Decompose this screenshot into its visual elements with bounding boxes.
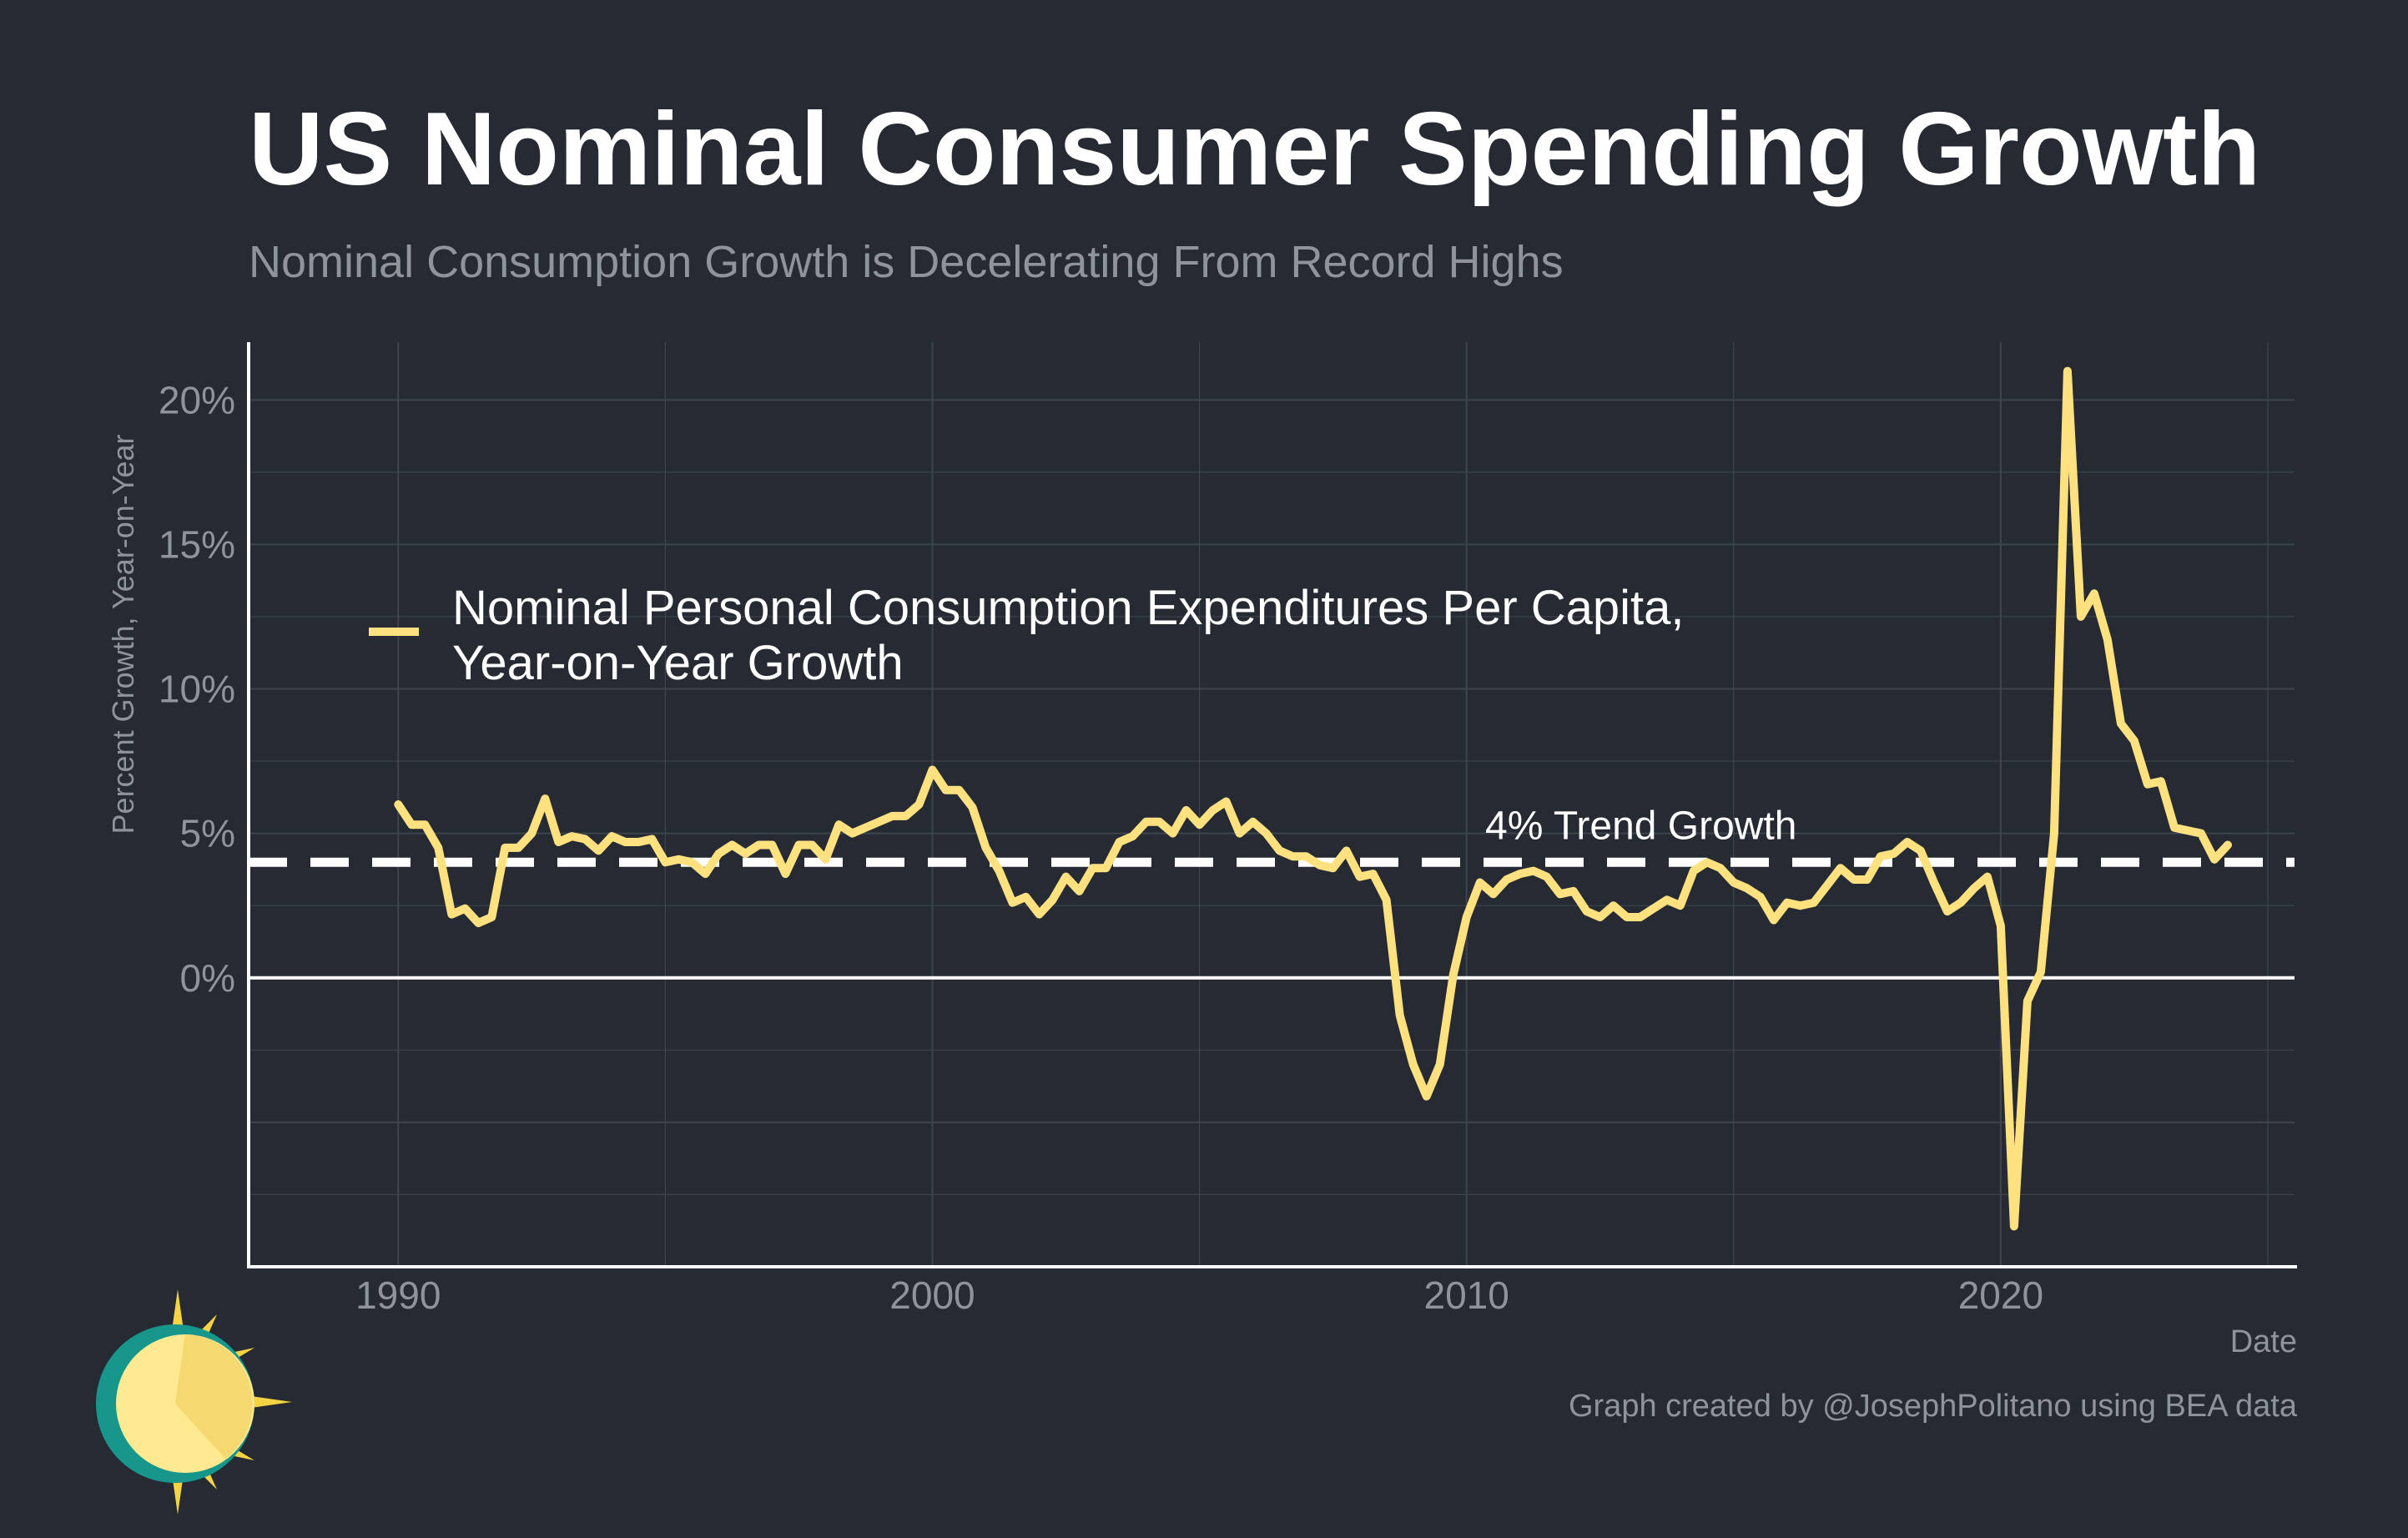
- source-caption: Graph created by @JosephPolitano using B…: [1568, 1389, 2297, 1424]
- y-tick-label: 5%: [180, 812, 235, 855]
- chart-subtitle: Nominal Consumption Growth is Decelerati…: [249, 237, 1564, 287]
- legend-label-line-1: Nominal Personal Consumption Expenditure…: [452, 581, 1685, 635]
- series-layer: [394, 366, 2232, 1231]
- y-tick-label: 10%: [159, 668, 235, 711]
- x-tick-label: 1990: [355, 1273, 441, 1317]
- sun-logo-icon: [96, 1289, 292, 1515]
- axes: [247, 342, 2297, 1268]
- x-axis-label: Date: [2230, 1324, 2297, 1359]
- y-tick-label: 20%: [159, 378, 235, 421]
- legend: Nominal Personal Consumption Expenditure…: [369, 581, 1698, 690]
- y-tick-label: 15%: [159, 522, 235, 566]
- series-line: [394, 366, 2232, 1231]
- grid-lines: [249, 342, 2295, 1268]
- x-tick-label: 2000: [889, 1273, 975, 1317]
- chart-title: US Nominal Consumer Spending Growth: [249, 92, 2261, 207]
- tick-labels: 0% 5% 10% 15% 20% 1990 2000 2010 2020: [159, 378, 2043, 1317]
- x-tick-label: 2010: [1424, 1273, 1509, 1317]
- y-tick-label: 0%: [180, 956, 235, 1000]
- x-tick-label: 2020: [1958, 1273, 2043, 1317]
- legend-label-line-2: Year-on-Year Growth: [452, 636, 904, 690]
- legend-label: Nominal Personal Consumption Expenditure…: [452, 581, 1698, 690]
- reference-lines: [249, 857, 2295, 980]
- trend-label: 4% Trend Growth: [1485, 804, 1797, 848]
- y-axis-label: Percent Growth, Year-on-Year: [106, 435, 140, 835]
